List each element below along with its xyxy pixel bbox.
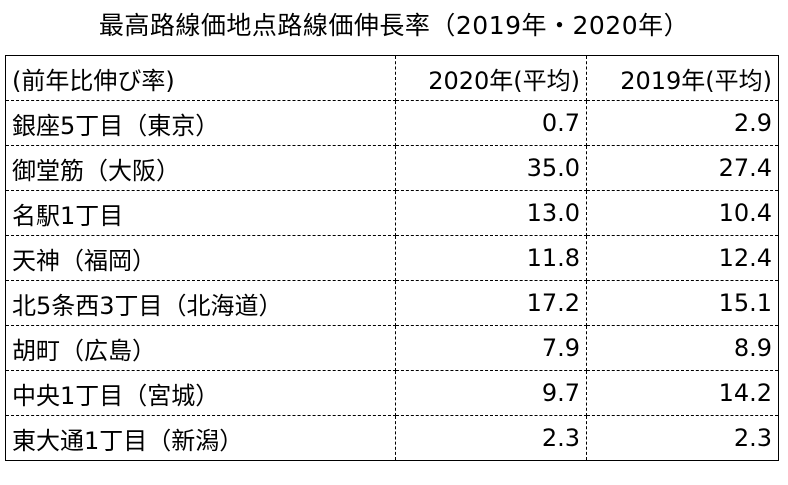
table-row: 胡町（広島） 7.9 8.9: [5, 325, 779, 371]
location-cell: 名駅1丁目: [5, 190, 396, 236]
location-cell: 東大通1丁目（新潟）: [5, 415, 396, 461]
value-2020-cell: 0.7: [395, 100, 587, 146]
location-cell: 銀座5丁目（東京）: [5, 100, 396, 146]
value-2020-cell: 11.8: [395, 235, 587, 281]
value-2019-cell: 10.4: [586, 190, 779, 236]
table-row: 天神（福岡） 11.8 12.4: [5, 235, 779, 281]
header-row: (前年比伸び率) 2020年(平均) 2019年(平均): [5, 55, 779, 101]
table-row: 名駅1丁目 13.0 10.4: [5, 190, 779, 236]
table-row: 北5条西3丁目（北海道） 17.2 15.1: [5, 280, 779, 326]
value-2019-cell: 2.3: [586, 415, 779, 461]
value-2020-cell: 35.0: [395, 145, 587, 191]
location-cell: 北5条西3丁目（北海道）: [5, 280, 396, 326]
location-cell: 天神（福岡）: [5, 235, 396, 281]
value-2019-cell: 14.2: [586, 370, 779, 416]
value-2019-cell: 27.4: [586, 145, 779, 191]
value-2019-cell: 15.1: [586, 280, 779, 326]
value-2019-cell: 2.9: [586, 100, 779, 146]
value-2020-cell: 13.0: [395, 190, 587, 236]
table-row: 銀座5丁目（東京） 0.7 2.9: [5, 100, 779, 146]
value-2020-cell: 2.3: [395, 415, 587, 461]
value-2019-cell: 8.9: [586, 325, 779, 371]
location-cell: 中央1丁目（宮城）: [5, 370, 396, 416]
column-header-2019: 2019年(平均): [586, 55, 779, 101]
location-cell: 御堂筋（大阪）: [5, 145, 396, 191]
table-title: 最高路線価地点路線価伸長率（2019年・2020年）: [98, 11, 690, 40]
table-row: 御堂筋（大阪） 35.0 27.4: [5, 145, 779, 191]
value-2020-cell: 9.7: [395, 370, 587, 416]
value-2020-cell: 7.9: [395, 325, 587, 371]
column-header-label: (前年比伸び率): [5, 55, 396, 101]
growth-rate-table: (前年比伸び率) 2020年(平均) 2019年(平均) 銀座5丁目（東京） 0…: [5, 55, 779, 461]
value-2020-cell: 17.2: [395, 280, 587, 326]
location-cell: 胡町（広島）: [5, 325, 396, 371]
table-row: 東大通1丁目（新潟） 2.3 2.3: [5, 415, 779, 461]
value-2019-cell: 12.4: [586, 235, 779, 281]
table-row: 中央1丁目（宮城） 9.7 14.2: [5, 370, 779, 416]
column-header-2020: 2020年(平均): [395, 55, 587, 101]
